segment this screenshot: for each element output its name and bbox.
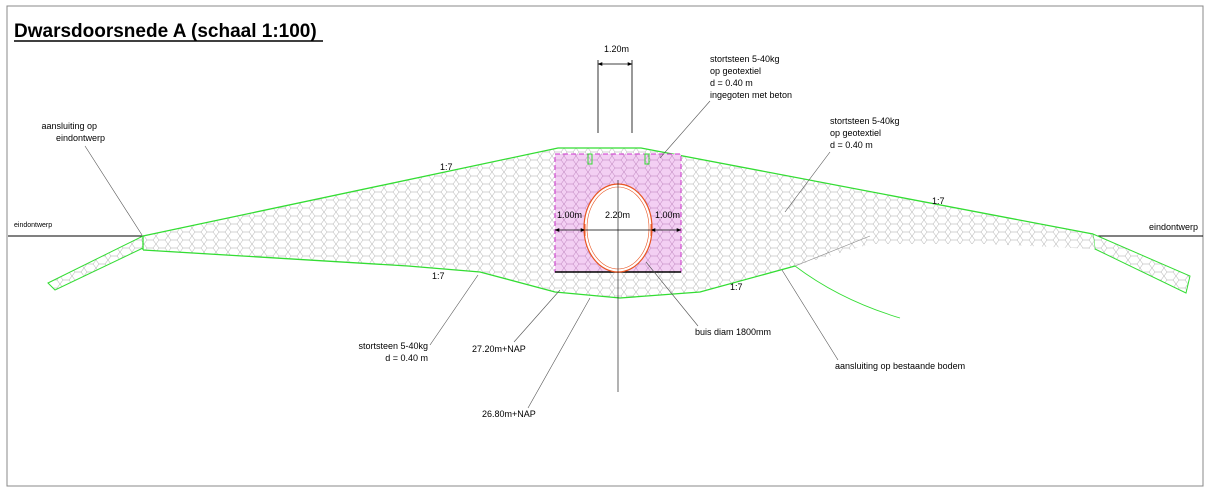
embankment-bottom-outline bbox=[142, 249, 796, 299]
dim-right-label: 1.00m bbox=[655, 210, 680, 220]
aansluiting-bottom: aansluiting op bestaande bodem bbox=[835, 361, 965, 371]
stone-top-line2: op geotextiel bbox=[710, 66, 761, 76]
pipe-label: buis diam 1800mm bbox=[695, 327, 771, 337]
leader-aansluiting-left bbox=[84, 145, 143, 236]
dim-left-label: 1.00m bbox=[557, 210, 582, 220]
existing-bottom-line bbox=[794, 265, 901, 319]
dim-top-label: 1.20m bbox=[604, 44, 629, 54]
aansluiting-left-line1: aansluiting op bbox=[41, 121, 97, 131]
stone-bottom-line1: stortsteen 5-40kg bbox=[358, 341, 428, 351]
slope-upper-left: 1:7 bbox=[440, 162, 453, 172]
drawing-title: Dwarsdoorsnede A (schaal 1:100) bbox=[14, 21, 317, 42]
level-26-80: 26.80m+NAP bbox=[482, 409, 536, 419]
sheet-border bbox=[6, 5, 1204, 487]
slope-lower-left: 1:7 bbox=[432, 271, 445, 281]
top-block-left bbox=[587, 153, 593, 165]
eindontwerp-left: eindontwerp bbox=[14, 222, 52, 229]
leader-aansluiting-bottom bbox=[781, 269, 839, 361]
existing-slope-line bbox=[794, 235, 871, 267]
left-connection-wedge bbox=[47, 235, 144, 291]
stone-top-line1: stortsteen 5-40kg bbox=[710, 54, 780, 64]
slope-lower-right: 1:7 bbox=[730, 282, 743, 292]
embankment-top-outline bbox=[142, 147, 1094, 237]
stone-top-line3: d = 0.40 m bbox=[710, 78, 753, 88]
stone-right-line2: op geotextiel bbox=[830, 128, 881, 138]
leader-stone-bottom bbox=[429, 274, 479, 346]
stone-bottom-line2: d = 0.40 m bbox=[385, 353, 428, 363]
leader-stone-top bbox=[659, 100, 711, 159]
eindontwerp-right: eindontwerp bbox=[1149, 222, 1198, 232]
leader-pipe bbox=[645, 261, 699, 327]
leader-stone-right bbox=[784, 151, 831, 213]
top-block-right bbox=[644, 153, 650, 165]
leader-level-27-20 bbox=[513, 289, 561, 343]
level-27-20: 27.20m+NAP bbox=[472, 344, 526, 354]
right-connection-wedge bbox=[1092, 233, 1191, 294]
leader-level-26-80 bbox=[527, 297, 591, 409]
stone-right-line1: stortsteen 5-40kg bbox=[830, 116, 900, 126]
stone-right-line3: d = 0.40 m bbox=[830, 140, 873, 150]
stone-top-line4: ingegoten met beton bbox=[710, 90, 792, 100]
dim-center-label: 2.20m bbox=[605, 210, 630, 220]
aansluiting-left-line2: eindontwerp bbox=[56, 133, 105, 143]
slope-upper-right: 1:7 bbox=[932, 196, 945, 206]
